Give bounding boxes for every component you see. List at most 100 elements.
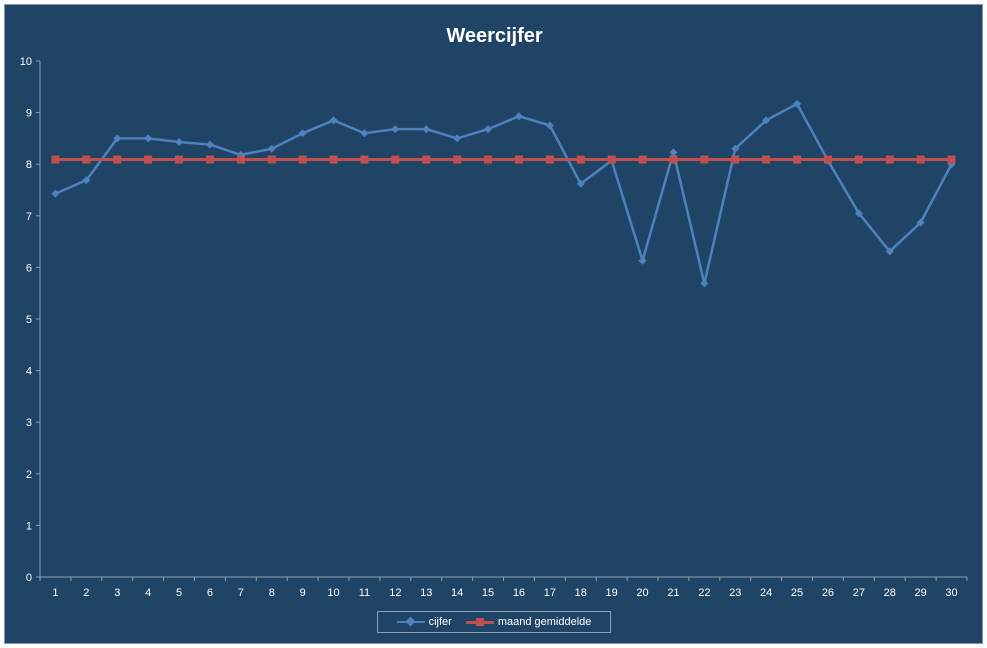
data-point-maand-gemiddelde [731, 155, 740, 164]
data-point-maand-gemiddelde [885, 155, 894, 164]
x-tick-label: 11 [359, 587, 370, 599]
data-point-maand-gemiddelde [854, 155, 863, 164]
data-point-cijfer [113, 134, 122, 143]
chart-title: Weercijfer [446, 25, 543, 47]
data-point-cijfer [545, 121, 554, 130]
data-point-cijfer [422, 125, 431, 134]
x-tick-label: 14 [451, 587, 463, 599]
x-tick-label: 1 [52, 587, 58, 599]
y-tick-label: 9 [26, 108, 32, 120]
data-point-maand-gemiddelde [267, 155, 276, 164]
data-point-maand-gemiddelde [947, 155, 956, 164]
data-point-maand-gemiddelde [453, 155, 462, 164]
data-point-cijfer [360, 129, 369, 138]
legend-item-cijfer: cijfer [396, 616, 452, 628]
x-tick-label: 28 [884, 587, 896, 599]
x-tick-label: 26 [822, 587, 834, 599]
data-point-cijfer [700, 279, 709, 288]
data-point-maand-gemiddelde [916, 155, 925, 164]
y-tick-label: 8 [26, 159, 32, 171]
x-tick-label: 3 [114, 587, 120, 599]
x-tick-label: 30 [945, 587, 957, 599]
data-point-cijfer [669, 148, 678, 157]
data-point-cijfer [885, 247, 894, 256]
data-point-maand-gemiddelde [823, 155, 832, 164]
x-tick-label: 7 [238, 587, 244, 599]
x-tick-label: 17 [544, 587, 556, 599]
data-point-maand-gemiddelde [669, 155, 678, 164]
data-point-cijfer [175, 138, 184, 147]
data-point-cijfer [453, 134, 462, 143]
y-tick-label: 3 [26, 417, 32, 429]
data-point-maand-gemiddelde [638, 155, 647, 164]
chart-frame: Weercijfer 0 1 2 3 4 5 6 7 8 9 10 1 2 3 4 5 6 7 8 9 10 11 12 13… [4, 4, 983, 644]
data-point-cijfer [51, 189, 60, 198]
y-tick-label: 10 [20, 56, 32, 68]
data-point-cijfer [298, 129, 307, 138]
data-point-cijfer [484, 125, 493, 134]
x-tick-label: 12 [389, 587, 401, 599]
data-point-cijfer [916, 218, 925, 227]
data-point-maand-gemiddelde [762, 155, 771, 164]
data-point-maand-gemiddelde [175, 155, 184, 164]
data-point-maand-gemiddelde [113, 155, 122, 164]
x-tick-label: 8 [269, 587, 275, 599]
y-tick-label: 1 [26, 520, 32, 532]
data-point-cijfer [514, 112, 523, 121]
data-point-cijfer [638, 256, 647, 265]
data-point-cijfer [82, 176, 91, 185]
y-tick-label: 5 [26, 314, 32, 326]
data-point-cijfer [205, 140, 214, 149]
y-tick-label: 6 [26, 262, 32, 274]
y-tick-label: 4 [26, 366, 32, 378]
legend-item-maand-gemiddelde: maand gemiddelde [465, 616, 592, 628]
data-point-maand-gemiddelde [422, 155, 431, 164]
data-point-maand-gemiddelde [329, 155, 338, 164]
data-point-cijfer [267, 144, 276, 153]
x-tick-label: 16 [513, 587, 525, 599]
data-point-cijfer [762, 116, 771, 125]
legend-swatch-cijfer [396, 616, 425, 628]
series-line-cijfer [54, 102, 953, 285]
data-point-maand-gemiddelde [360, 155, 369, 164]
data-point-maand-gemiddelde [144, 155, 153, 164]
data-point-cijfer [144, 134, 153, 143]
x-tick-label: 6 [207, 587, 213, 599]
data-point-maand-gemiddelde [82, 155, 91, 164]
y-tick-label: 2 [26, 469, 32, 481]
legend-swatch-maand-gemiddelde [465, 616, 494, 628]
data-point-cijfer [576, 179, 585, 188]
data-point-maand-gemiddelde [607, 155, 616, 164]
data-point-maand-gemiddelde [700, 155, 709, 164]
data-point-maand-gemiddelde [298, 155, 307, 164]
data-point-cijfer [731, 144, 740, 153]
data-point-maand-gemiddelde [576, 155, 585, 164]
data-point-cijfer [854, 209, 863, 218]
data-point-maand-gemiddelde [484, 155, 493, 164]
data-point-maand-gemiddelde [236, 155, 245, 164]
data-point-maand-gemiddelde [514, 155, 523, 164]
data-point-cijfer [391, 125, 400, 134]
legend-label-cijfer: cijfer [428, 616, 452, 628]
x-tick-label: 22 [698, 587, 710, 599]
x-tick-label: 24 [760, 587, 772, 599]
x-tick-label: 23 [729, 587, 741, 599]
x-tick-label: 27 [853, 587, 865, 599]
x-tick-label: 29 [915, 587, 927, 599]
legend-label-maand-gemiddelde: maand gemiddelde [497, 616, 592, 628]
data-point-maand-gemiddelde [545, 155, 554, 164]
data-point-maand-gemiddelde [793, 155, 802, 164]
x-tick-label: 20 [636, 587, 648, 599]
x-tick-label: 10 [327, 587, 339, 599]
x-tick-label: 18 [575, 587, 587, 599]
x-tick-label: 9 [300, 587, 306, 599]
x-tick-label: 21 [667, 587, 679, 599]
x-tick-label: 19 [606, 587, 618, 599]
y-tick-label: 7 [26, 211, 32, 223]
x-tick-label: 5 [176, 587, 182, 599]
x-tick-label: 15 [482, 587, 494, 599]
legend: cijfer maand gemiddelde [377, 611, 611, 633]
data-point-cijfer [793, 99, 802, 108]
x-tick-label: 2 [83, 587, 89, 599]
